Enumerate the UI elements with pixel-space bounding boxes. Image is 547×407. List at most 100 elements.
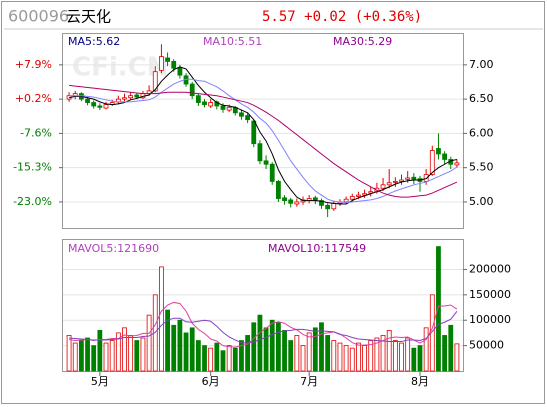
- volume-bar: [122, 327, 127, 372]
- candle-body: [343, 198, 349, 203]
- legend-entry: MA10:5.51: [203, 35, 262, 48]
- candle-body: [171, 61, 177, 69]
- candle-body: [128, 95, 134, 99]
- volume-bar: [85, 337, 90, 372]
- volume-bar: [275, 322, 281, 372]
- y-tick-label: 6.00: [469, 126, 494, 139]
- price-panel: [62, 33, 464, 229]
- candle-body: [245, 115, 251, 121]
- candle-body: [226, 106, 232, 111]
- candle-body: [159, 56, 164, 71]
- candle-body: [368, 191, 374, 194]
- volume-bar: [417, 345, 423, 372]
- volume-bar: [128, 335, 134, 372]
- candle-body: [349, 196, 355, 200]
- volume-bar: [362, 345, 367, 372]
- volume-bar: [134, 340, 140, 372]
- volume-bar: [380, 335, 386, 372]
- mavol-line: [68, 301, 458, 348]
- volume-bar: [232, 347, 238, 372]
- mavol-line: [69, 311, 458, 344]
- volume-bar: [103, 342, 109, 372]
- candle-body: [257, 143, 263, 162]
- x-tick-label: 8月: [411, 375, 429, 388]
- volume-bar: [405, 337, 411, 372]
- volume-bar: [220, 350, 226, 372]
- volume-bar: [257, 314, 263, 372]
- volume-bar: [165, 309, 170, 372]
- volume-bar: [337, 342, 343, 372]
- y-tick-label: 50000: [469, 339, 504, 352]
- volume-bar: [159, 266, 164, 372]
- volume-bar: [436, 246, 441, 372]
- candle-body: [195, 95, 201, 103]
- candle-body: [202, 101, 207, 106]
- candle-body: [392, 180, 398, 183]
- candle-body: [288, 199, 294, 204]
- candle-body: [282, 197, 287, 201]
- candle-body: [405, 177, 411, 180]
- volume-bar: [208, 347, 214, 372]
- volume-bar: [306, 332, 312, 372]
- stock-name: 云天化: [66, 8, 111, 26]
- volume-bar: [349, 347, 355, 372]
- candle-body: [411, 176, 417, 180]
- volume-bar: [140, 337, 146, 372]
- ma-line: [69, 78, 458, 204]
- candle-body: [239, 112, 244, 117]
- y-left-tick-label: -23.0%: [13, 195, 52, 208]
- candle-body: [251, 120, 257, 145]
- x-tick-label: 6月: [202, 375, 220, 388]
- volume-bar: [263, 327, 269, 372]
- volume-bar: [319, 322, 324, 372]
- candle-body: [319, 200, 324, 206]
- y-tick-label: 5.00: [469, 195, 494, 208]
- volume-bar: [239, 340, 244, 372]
- volume-bar: [251, 322, 257, 372]
- volume-bar: [294, 335, 300, 372]
- y-left-tick-label: -7.6%: [20, 126, 52, 139]
- y-tick-label: 5.50: [469, 161, 494, 174]
- legend-entry: MA30:5.29: [333, 35, 392, 48]
- y-tick-label: 200000: [469, 262, 511, 275]
- candle-body: [386, 182, 392, 186]
- candle-body: [103, 104, 109, 109]
- y-left-tick-label: -15.3%: [13, 161, 52, 174]
- volume-bar: [183, 332, 189, 372]
- legend-entry: MAVOL5:121690: [68, 242, 159, 255]
- candle-body: [263, 160, 269, 165]
- volume-bar: [368, 340, 374, 372]
- y-left-tick-label: +7.9%: [15, 58, 52, 71]
- volume-bar: [282, 329, 287, 372]
- volume-bar: [448, 324, 454, 372]
- volume-bar: [214, 342, 220, 372]
- volume-bar: [245, 335, 251, 372]
- volume-bar: [423, 327, 429, 372]
- volume-bar: [399, 342, 404, 372]
- volume-bar: [72, 342, 78, 372]
- y-tick-label: 100000: [469, 313, 511, 326]
- volume-bar: [146, 314, 152, 372]
- volume-bar: [374, 337, 380, 372]
- symbol: 600096: [8, 7, 69, 26]
- candle-body: [152, 71, 158, 92]
- volume-bar: [325, 335, 331, 372]
- candle-body: [122, 97, 127, 100]
- candle-body: [97, 105, 103, 108]
- quote: 5.57 +0.02 (+0.36%): [262, 9, 422, 25]
- volume-bar: [177, 319, 183, 372]
- candle-body: [331, 202, 337, 210]
- candle-body: [399, 179, 404, 182]
- candle-body: [85, 98, 90, 103]
- volume-bar: [269, 319, 275, 372]
- candle-body: [380, 184, 386, 189]
- y-tick-label: 7.00: [469, 58, 494, 71]
- volume-bar: [312, 327, 318, 372]
- candle-body: [189, 83, 195, 97]
- y-tick-label: 150000: [469, 288, 511, 301]
- x-tick-label: 7月: [300, 375, 318, 388]
- volume-bar: [109, 340, 115, 372]
- candle-body: [362, 193, 367, 196]
